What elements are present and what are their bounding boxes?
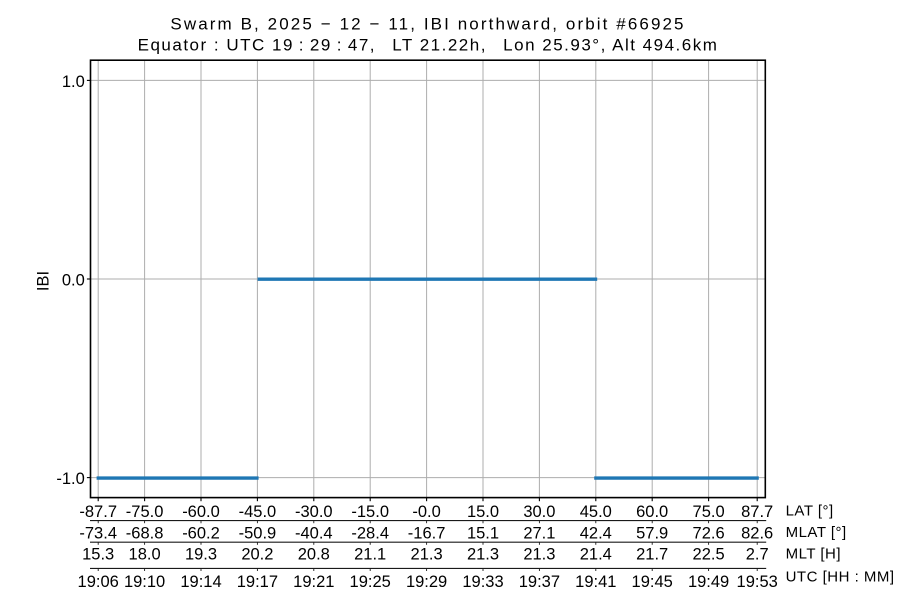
svg-text:-45.0: -45.0 (239, 503, 277, 521)
svg-text:-68.8: -68.8 (126, 525, 164, 543)
svg-text:-60.2: -60.2 (182, 525, 220, 543)
svg-text:45.0: 45.0 (580, 503, 612, 521)
svg-text:21.3: 21.3 (411, 546, 443, 564)
svg-text:21.7: 21.7 (636, 546, 668, 564)
svg-text:18.0: 18.0 (129, 546, 161, 564)
svg-text:72.6: 72.6 (693, 525, 725, 543)
svg-text:Swarm B, 2025 − 12 − 11, IBI: Swarm B, 2025 − 12 − 11, IBI northward, … (170, 14, 685, 33)
svg-text:-0.0: -0.0 (412, 503, 440, 521)
svg-text:-28.4: -28.4 (351, 525, 389, 543)
svg-text:19:10: 19:10 (124, 573, 165, 591)
svg-text:MLAT [°]: MLAT [°] (786, 524, 847, 541)
svg-text:22.5: 22.5 (693, 546, 725, 564)
svg-text:21.4: 21.4 (580, 546, 612, 564)
svg-text:19:41: 19:41 (575, 573, 616, 591)
svg-text:-40.4: -40.4 (295, 525, 333, 543)
svg-text:1.0: 1.0 (62, 73, 85, 91)
svg-text:57.9: 57.9 (636, 525, 668, 543)
svg-text:19:25: 19:25 (350, 573, 391, 591)
svg-text:MLT [H]: MLT [H] (786, 545, 841, 562)
svg-text:-60.0: -60.0 (182, 503, 220, 521)
svg-text:0.0: 0.0 (62, 272, 85, 290)
svg-text:87.7: 87.7 (741, 503, 773, 521)
svg-text:-50.9: -50.9 (239, 525, 277, 543)
svg-text:19:33: 19:33 (462, 573, 503, 591)
svg-text:19:06: 19:06 (78, 573, 119, 591)
svg-text:27.1: 27.1 (523, 525, 555, 543)
svg-text:60.0: 60.0 (636, 503, 668, 521)
svg-text:19:37: 19:37 (519, 573, 560, 591)
svg-text:20.2: 20.2 (241, 546, 273, 564)
svg-text:19:49: 19:49 (688, 573, 729, 591)
svg-text:19:53: 19:53 (737, 573, 778, 591)
svg-text:82.6: 82.6 (741, 525, 773, 543)
svg-text:-30.0: -30.0 (295, 503, 333, 521)
svg-text:-16.7: -16.7 (408, 525, 446, 543)
svg-text:LAT [°]: LAT [°] (786, 502, 834, 519)
svg-text:15.3: 15.3 (82, 546, 114, 564)
svg-text:21.3: 21.3 (523, 546, 555, 564)
svg-text:20.8: 20.8 (298, 546, 330, 564)
svg-text:21.3: 21.3 (467, 546, 499, 564)
svg-text:Equator : UTC 19 : 29 : 47,: Equator : UTC 19 : 29 : 47, LT 21.22h, L… (138, 35, 719, 54)
svg-text:19.3: 19.3 (185, 546, 217, 564)
svg-text:-73.4: -73.4 (79, 525, 117, 543)
svg-text:15.1: 15.1 (467, 525, 499, 543)
svg-text:21.1: 21.1 (354, 546, 386, 564)
svg-text:2.7: 2.7 (746, 546, 769, 564)
svg-text:19:21: 19:21 (293, 573, 334, 591)
svg-text:30.0: 30.0 (523, 503, 555, 521)
svg-text:19:17: 19:17 (237, 573, 278, 591)
svg-text:19:29: 19:29 (406, 573, 447, 591)
svg-text:19:14: 19:14 (180, 573, 221, 591)
svg-text:UTC [HH : MM]: UTC [HH : MM] (786, 569, 895, 586)
svg-text:-15.0: -15.0 (351, 503, 389, 521)
svg-text:19:45: 19:45 (632, 573, 673, 591)
svg-text:42.4: 42.4 (580, 525, 612, 543)
svg-text:75.0: 75.0 (693, 503, 725, 521)
svg-text:-1.0: -1.0 (56, 470, 84, 488)
svg-text:IBI: IBI (35, 271, 53, 291)
svg-text:-75.0: -75.0 (126, 503, 164, 521)
svg-text:-87.7: -87.7 (79, 503, 117, 521)
svg-text:15.0: 15.0 (467, 503, 499, 521)
